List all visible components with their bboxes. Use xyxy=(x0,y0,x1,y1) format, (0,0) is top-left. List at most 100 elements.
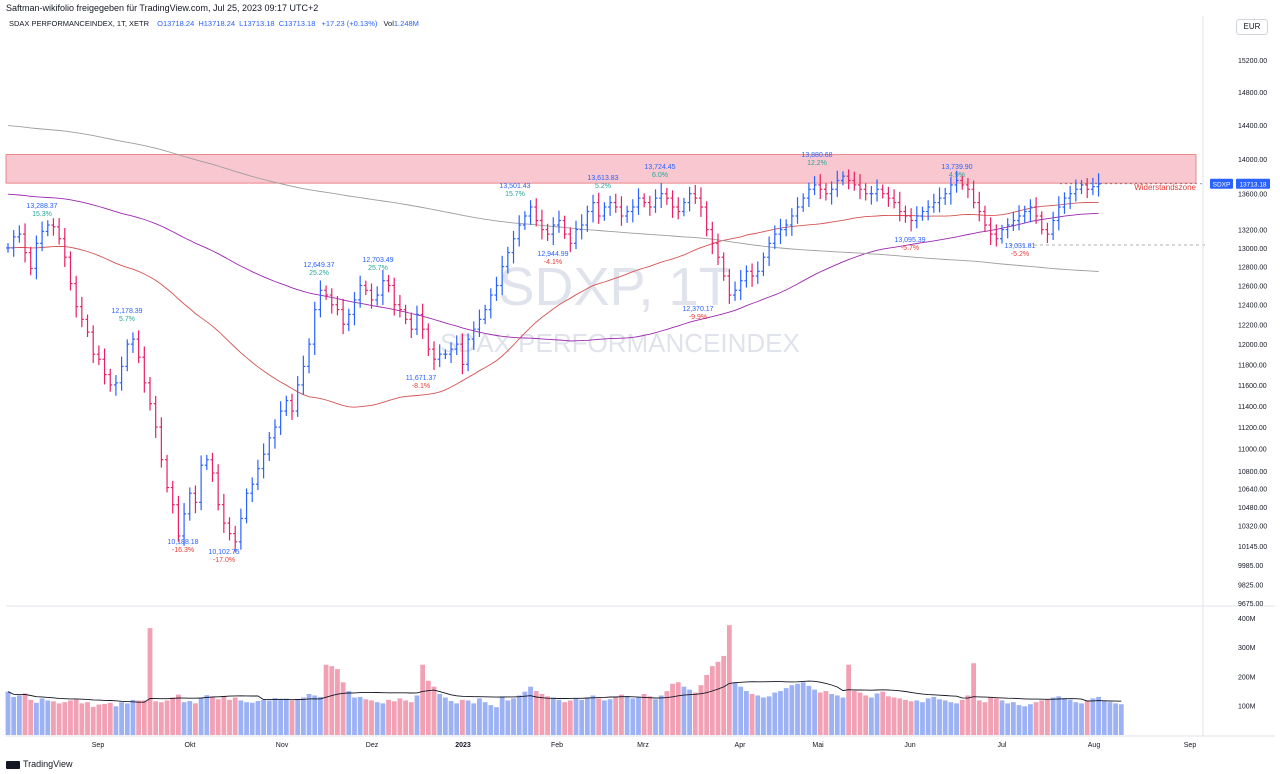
ohlc-bar xyxy=(733,281,738,301)
pivot-percent-label: -9.9% xyxy=(689,314,707,321)
ohlc-bar xyxy=(125,339,130,372)
pivot-price-label: 13,288.37 xyxy=(26,203,57,210)
volume-bar xyxy=(937,699,942,735)
ohlc-bar xyxy=(596,192,601,224)
time-tick-label: Aug xyxy=(1088,742,1101,749)
ohlc-bar xyxy=(670,190,675,218)
volume-bar xyxy=(857,692,863,735)
volume-bar xyxy=(113,706,119,735)
volume-bar xyxy=(522,691,528,735)
ohlc-bar xyxy=(1085,178,1090,199)
volume-bar xyxy=(726,625,732,735)
ohlc-bar xyxy=(971,180,976,209)
pivot-percent-label: 15.3% xyxy=(32,211,52,218)
ohlc-bar xyxy=(909,208,914,232)
ma-long-line xyxy=(7,125,1099,272)
ohlc-bar xyxy=(238,508,243,550)
volume-bar xyxy=(448,701,454,735)
ohlc-bar xyxy=(432,341,436,371)
ohlc-bar xyxy=(102,348,107,385)
volume-bar xyxy=(1045,699,1050,735)
volume-bar xyxy=(210,697,215,735)
ohlc-bar xyxy=(676,197,681,220)
volume-bar xyxy=(630,698,636,735)
ohlc-bar xyxy=(892,189,897,209)
currency-button[interactable]: EUR xyxy=(1236,19,1268,35)
ohlc-bar xyxy=(148,377,152,411)
ohlc-bar xyxy=(187,487,192,521)
volume-bar xyxy=(925,698,931,735)
ohlc-bar xyxy=(454,335,459,355)
volume-bar xyxy=(1010,702,1016,735)
ohlc-bar xyxy=(1079,180,1084,195)
volume-bar xyxy=(817,692,823,735)
pivot-price-label: 10,188.18 xyxy=(167,539,198,546)
volume-bar xyxy=(1118,704,1124,735)
volume-bar xyxy=(562,702,568,735)
volume-bar xyxy=(738,686,744,735)
volume-bar xyxy=(846,664,852,735)
ohlc-bar xyxy=(91,325,96,364)
volume-bar xyxy=(1005,703,1011,735)
price-tag-value: 13713.18 xyxy=(1239,182,1266,189)
price-tick-label: 14400.00 xyxy=(1238,123,1267,130)
price-tick-label: 11000.00 xyxy=(1238,447,1267,454)
ohlc-bar xyxy=(778,218,783,244)
volume-bar xyxy=(579,699,585,735)
ohlc-bar xyxy=(449,342,454,364)
volume-bar xyxy=(1107,702,1113,735)
ohlc-bar xyxy=(68,251,73,291)
ohlc-bar xyxy=(255,459,260,491)
ohlc-bar xyxy=(153,395,158,438)
volume-bar xyxy=(863,695,869,735)
volume-value: 1.248M xyxy=(393,19,419,28)
volume-bar xyxy=(437,694,443,735)
ohlc-bar xyxy=(772,225,777,250)
ohlc-bar xyxy=(369,283,374,309)
price-tick-label: 12800.00 xyxy=(1238,265,1267,272)
ohlc-bar xyxy=(568,227,573,253)
ohlc-bar xyxy=(806,182,811,207)
volume-bar xyxy=(715,661,721,735)
ohlc-bar xyxy=(199,455,204,511)
price-tick-label: 10640.00 xyxy=(1238,487,1267,494)
pivot-percent-label: 6.0% xyxy=(652,172,668,179)
volume-bar xyxy=(806,685,812,735)
volume-bar xyxy=(255,701,261,735)
ohlc-bar xyxy=(1011,211,1016,231)
volume-tick-label: 400M xyxy=(1238,616,1256,623)
price-tag-ticker: SDXP xyxy=(1213,182,1231,189)
pivot-percent-label: -8.1% xyxy=(412,383,430,390)
pivot-price-label: 13,880.68 xyxy=(801,152,832,159)
ohlc-bar xyxy=(795,197,800,224)
volume-bar xyxy=(1050,697,1056,735)
pivot-price-label: 12,649.37 xyxy=(303,262,334,269)
volume-bar xyxy=(346,691,352,735)
ohlc-bar xyxy=(1051,211,1056,240)
time-tick-label: 2023 xyxy=(455,742,471,749)
price-tick-label: 10800.00 xyxy=(1238,469,1267,476)
volume-bar xyxy=(959,699,965,735)
volume-bar xyxy=(119,702,124,735)
ma-mid-line xyxy=(7,193,1099,342)
price-tick-label: 12000.00 xyxy=(1238,342,1267,349)
volume-bar xyxy=(556,699,562,735)
volume-bar xyxy=(431,686,437,735)
tradingview-logo[interactable]: TradingView xyxy=(6,759,73,769)
ohlc-bar xyxy=(1045,222,1050,243)
ohlc-bar xyxy=(250,477,255,503)
price-tick-label: 9985.00 xyxy=(1238,563,1263,570)
ohlc-bar xyxy=(403,304,408,325)
symbol-title[interactable]: SDAX PERFORMANCEINDEX, 1T, XETR xyxy=(9,19,150,28)
volume-bar xyxy=(425,680,431,735)
ohlc-bar xyxy=(647,195,652,216)
volume-bar xyxy=(107,702,113,735)
ohlc-bar xyxy=(312,301,317,356)
volume-bar xyxy=(158,702,164,735)
ohlc-bar xyxy=(74,275,79,318)
ohlc-bar xyxy=(920,206,925,221)
ohlc-bar xyxy=(62,227,67,268)
ohlc-bar xyxy=(6,243,10,253)
ohlc-bar xyxy=(295,376,300,417)
